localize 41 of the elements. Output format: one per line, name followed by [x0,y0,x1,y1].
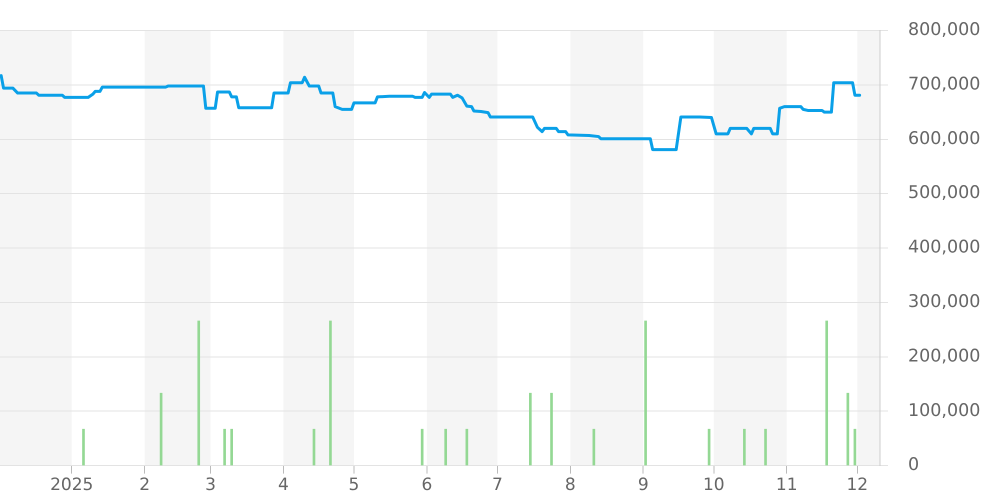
bar [846,392,850,466]
x-tick-label: 8 [564,475,576,496]
x-tick-label: 2 [139,475,150,496]
y-tick-label: 800,000 [908,20,980,40]
x-tick-label: 11 [776,475,798,496]
y-tick-label: 300,000 [908,292,980,312]
x-tick-label: 12 [846,475,868,496]
bar [708,428,710,466]
bar [825,320,828,466]
bar [529,392,532,466]
y-tick-label: 600,000 [908,128,980,149]
bar [592,428,596,466]
bar [230,428,233,466]
x-tick-label: 7 [492,475,503,496]
x-tick-label: 4 [278,475,289,496]
bar [444,428,448,466]
bar [644,320,647,466]
y-tick-label: 500,000 [908,183,980,204]
bar [764,428,767,466]
x-tick-label: 9 [638,475,649,496]
x-tick-label: 3 [205,475,216,496]
y-tick-label: 200,000 [908,346,980,366]
x-tick-label: 2025 [50,475,94,496]
bar [160,392,162,466]
bar [329,320,332,466]
bar [550,392,553,466]
bar [197,320,200,466]
y-tick-label: 0 [908,455,920,476]
bar [854,428,856,466]
bar [312,428,316,466]
x-tick-label: 5 [348,475,360,496]
bar [420,428,424,466]
x-tick-label: 6 [421,475,432,496]
bar [223,428,226,466]
bar [466,428,468,466]
y-tick-label: 700,000 [908,74,980,94]
y-tick-label: 100,000 [908,400,980,421]
bar [82,428,85,466]
bar [743,428,746,466]
x-tick-label: 10 [702,475,725,496]
y-tick-label: 400,000 [908,238,980,258]
